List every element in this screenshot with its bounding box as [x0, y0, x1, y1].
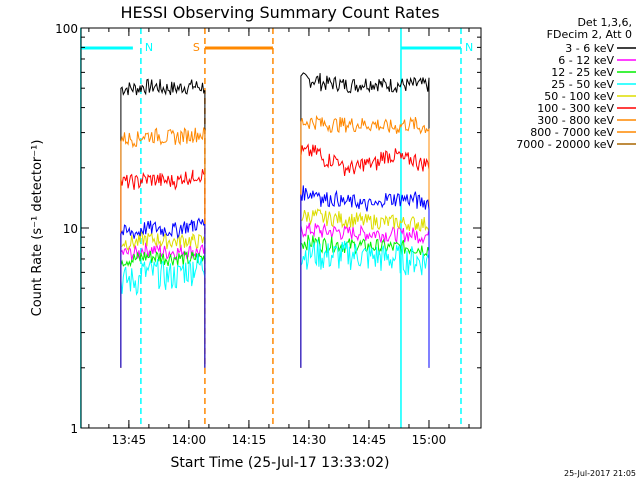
- x-tick-label: 13:45: [112, 433, 147, 447]
- legend-entry-label: 300 - 800 keV: [537, 114, 614, 127]
- series-line: [120, 250, 206, 368]
- annotation-label: S: [193, 41, 200, 54]
- y-tick-label: 1: [70, 422, 78, 436]
- series-line: [300, 114, 430, 368]
- series-line: [300, 185, 430, 368]
- legend-entry-label: 7000 - 20000 keV: [516, 138, 614, 151]
- series-line: [300, 234, 430, 368]
- y-tick-label: 100: [55, 22, 78, 36]
- axes: 13:45 14:00 14:15 14:30 14:45 15:00 1 10 100: [55, 22, 481, 447]
- legend-entry-label: 6 - 12 keV: [558, 54, 614, 67]
- series-line: [300, 143, 430, 368]
- x-tick-label: 14:15: [232, 433, 267, 447]
- x-axis-label: Start Time (25-Jul-17 13:33:02): [170, 455, 389, 471]
- series-line: [120, 253, 206, 368]
- legend-entry-label: 25 - 50 keV: [551, 78, 614, 91]
- timestamp-label: 25-Jul-2017 21:05: [564, 469, 636, 478]
- legend-header: Det 1,3,6,: [577, 16, 632, 29]
- x-tick-label: 15:00: [412, 433, 447, 447]
- annotation-label: N: [465, 41, 473, 54]
- x-tick-label: 14:00: [172, 433, 207, 447]
- series-line: [300, 239, 430, 368]
- annotation-label: N: [145, 41, 153, 54]
- series-line: [120, 127, 206, 368]
- series-line: [120, 230, 206, 368]
- x-tick-label: 14:30: [292, 433, 327, 447]
- series-line: [300, 208, 430, 368]
- legend-entry-label: 100 - 300 keV: [537, 102, 614, 115]
- legend-entry-label: 12 - 25 keV: [551, 66, 614, 79]
- x-tick-label: 14:45: [352, 433, 387, 447]
- series-line: [120, 169, 206, 368]
- legend-header: FDecim 2, Att 0: [547, 28, 632, 41]
- legend-entry-label: 50 - 100 keV: [544, 90, 614, 103]
- y-tick-label: 10: [63, 222, 78, 236]
- series-line: [300, 72, 430, 368]
- legend-entry-label: 800 - 7000 keV: [530, 126, 614, 139]
- series-line: [120, 217, 206, 368]
- chart-title: HESSI Observing Summary Count Rates: [120, 3, 439, 22]
- series-line: [300, 222, 430, 368]
- legend-entry-label: 3 - 6 keV: [565, 42, 614, 55]
- y-axis-label: Count Rate (s⁻¹ detector⁻¹): [30, 140, 45, 317]
- series-line: [120, 78, 206, 368]
